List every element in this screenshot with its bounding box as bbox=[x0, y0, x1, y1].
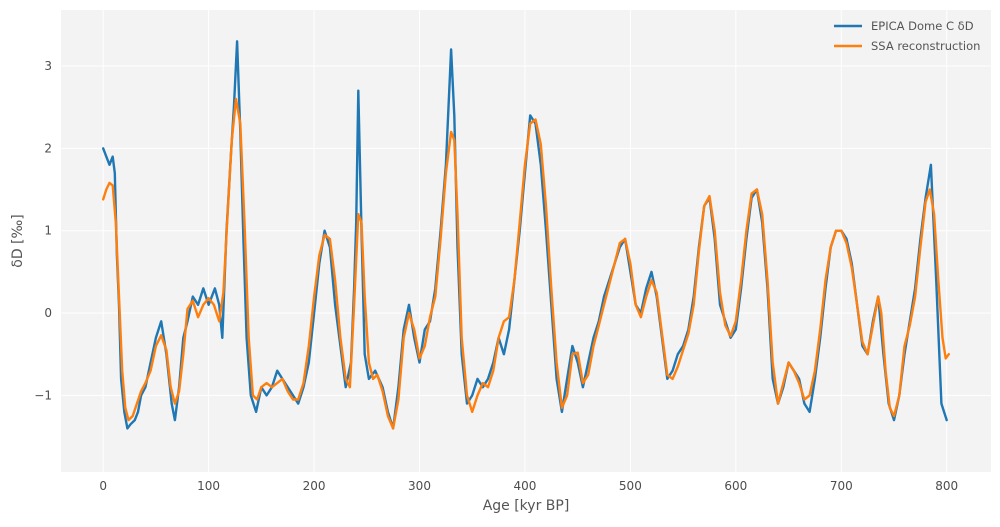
x-tick-label: 400 bbox=[513, 479, 536, 493]
x-tick-label: 800 bbox=[935, 479, 958, 493]
x-tick-label: 600 bbox=[724, 479, 747, 493]
plot-area bbox=[61, 10, 991, 472]
legend-label: SSA reconstruction bbox=[871, 39, 980, 53]
y-tick-label: 1 bbox=[44, 224, 52, 238]
x-tick-label: 0 bbox=[99, 479, 107, 493]
y-axis-label: δD [‰] bbox=[10, 214, 26, 268]
x-tick-label: 500 bbox=[619, 479, 642, 493]
y-tick-label: 0 bbox=[44, 306, 52, 320]
y-tick-label: 3 bbox=[44, 59, 52, 73]
series-line-1 bbox=[102, 97, 950, 430]
y-tick-label: −1 bbox=[34, 388, 52, 402]
x-axis-label: Age [kyr BP] bbox=[483, 498, 570, 514]
x-tick-label: 200 bbox=[303, 479, 326, 493]
legend: EPICA Dome C δD SSA reconstruction bbox=[834, 19, 980, 53]
x-tick-label: 300 bbox=[408, 479, 431, 493]
legend-label: EPICA Dome C δD bbox=[871, 19, 974, 33]
series-layer bbox=[102, 40, 950, 430]
y-tick-label: 2 bbox=[44, 141, 52, 155]
x-tick-label: 100 bbox=[197, 479, 220, 493]
tick-layer: 0 100 200 300 400 500 600 700 800 −1 0 1 2 3 bbox=[34, 59, 958, 493]
x-tick-label: 700 bbox=[830, 479, 853, 493]
